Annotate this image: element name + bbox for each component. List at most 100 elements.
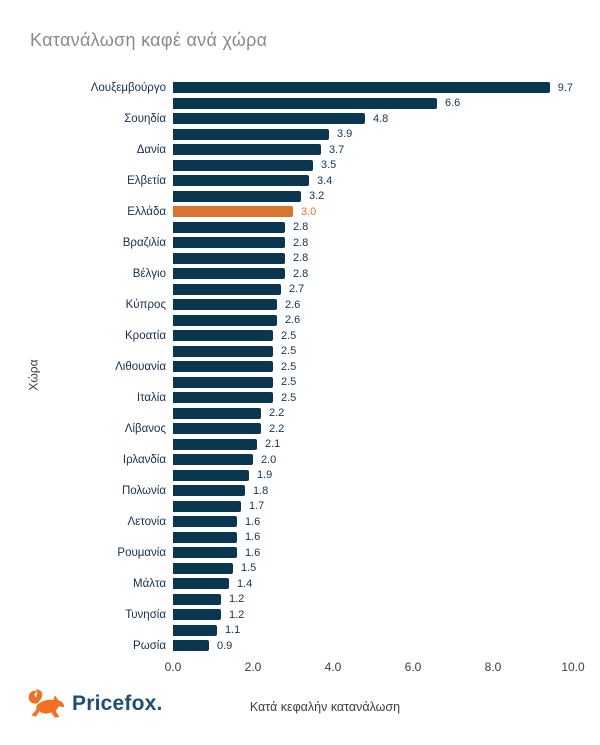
bar-zone: 2.1 [173, 438, 573, 450]
value-label: 2.8 [293, 252, 309, 265]
bar [173, 593, 221, 605]
country-label: Ελλάδα [127, 205, 166, 218]
bar-row: 2.6 [0, 313, 600, 329]
bar [173, 283, 281, 295]
bar-row: Λετονία 1.6 [0, 514, 600, 530]
bar-row: 3.9 [0, 127, 600, 143]
bar-row: Τυνησία 1.2 [0, 607, 600, 623]
bar-zone: 6.6 [173, 97, 573, 109]
bar [173, 640, 209, 652]
bar-zone: 3.2 [173, 190, 573, 202]
bar-row: Λιθουανία 2.5 [0, 359, 600, 375]
value-label: 4.8 [373, 112, 389, 125]
fox-icon [26, 688, 66, 720]
bar [173, 407, 261, 419]
value-label: 2.7 [289, 283, 305, 296]
bar-row: Λουξεμβούργο 9.7 [0, 80, 600, 96]
country-label: Σουηδία [124, 112, 166, 125]
country-label: Βέλγιο [132, 267, 166, 280]
bar [173, 438, 257, 450]
bar-row: 2.1 [0, 437, 600, 453]
value-label: 2.5 [281, 376, 297, 389]
value-label: 1.7 [249, 500, 265, 513]
bar-zone: 2.8 [173, 221, 573, 233]
bar-row: Ιταλία 2.5 [0, 390, 600, 406]
bar-row: Μάλτα 1.4 [0, 576, 600, 592]
bar-zone: 1.9 [173, 469, 573, 481]
value-label: 3.7 [329, 143, 345, 156]
bar [173, 128, 329, 140]
value-label: 2.6 [285, 298, 301, 311]
bar-row: Δανία 3.7 [0, 142, 600, 158]
value-label: 1.2 [229, 608, 245, 621]
bar [173, 113, 365, 125]
bar-row: 6.6 [0, 96, 600, 112]
value-label: 1.2 [229, 593, 245, 606]
chart-title: Κατανάλωση καφέ ανά χώρα [30, 30, 268, 50]
country-label: Τυνησία [125, 608, 166, 621]
country-label: Μάλτα [132, 577, 166, 590]
x-tick: 4.0 [324, 660, 342, 674]
bar [173, 469, 249, 481]
bar-zone: 1.1 [173, 624, 573, 636]
value-label: 3.5 [321, 159, 337, 172]
bar [173, 423, 261, 435]
country-label: Πολωνία [122, 484, 166, 497]
country-label: Ιταλία [136, 391, 166, 404]
value-label: 6.6 [445, 97, 461, 110]
bar-zone: 1.6 [173, 516, 573, 528]
bar-row: Ρουμανία 1.6 [0, 545, 600, 561]
bar-zone: 2.5 [173, 392, 573, 404]
value-label: 2.2 [269, 422, 285, 435]
value-label: 2.5 [281, 345, 297, 358]
bar [173, 485, 245, 497]
bar-row: 3.5 [0, 158, 600, 174]
value-label: 1.6 [245, 546, 261, 559]
bar-row: Ιρλανδία 2.0 [0, 452, 600, 468]
bar-zone: 1.5 [173, 562, 573, 574]
bar-zone: 3.7 [173, 144, 573, 156]
value-label: 1.8 [253, 484, 269, 497]
x-tick: 6.0 [404, 660, 422, 674]
bar-row: 2.7 [0, 282, 600, 298]
bar [173, 609, 221, 621]
x-tick: 8.0 [484, 660, 502, 674]
bar-row: 2.2 [0, 406, 600, 422]
bar-row: 2.5 [0, 375, 600, 391]
value-label: 1.5 [241, 562, 257, 575]
bar [173, 500, 241, 512]
bar [173, 578, 229, 590]
bar-row: 2.8 [0, 251, 600, 267]
bar-row: 2.5 [0, 344, 600, 360]
value-label: 2.6 [285, 314, 301, 327]
value-label: 1.4 [237, 577, 253, 590]
value-label: 3.4 [317, 174, 333, 187]
bar [173, 547, 237, 559]
bar-zone: 2.6 [173, 299, 573, 311]
value-label: 3.9 [337, 128, 353, 141]
country-label: Ρωσία [133, 639, 166, 652]
value-label: 2.1 [265, 438, 281, 451]
bar-zone: 2.0 [173, 454, 573, 466]
bar [173, 376, 273, 388]
value-label: 1.6 [245, 531, 261, 544]
bar [173, 82, 550, 94]
x-tick: 0.0 [164, 660, 182, 674]
bar-row: Βέλγιο 2.8 [0, 266, 600, 282]
bar-zone: 3.5 [173, 159, 573, 171]
value-label: 0.9 [217, 639, 233, 652]
value-label: 2.8 [293, 221, 309, 234]
bar-zone: 2.5 [173, 345, 573, 357]
bar-highlighted [173, 206, 293, 218]
x-axis-label: Κατά κεφαλήν κατανάλωση [249, 700, 401, 714]
bar-row: Ελβετία 3.4 [0, 173, 600, 189]
bar-zone: 0.9 [173, 640, 573, 652]
bar-row: Σουηδία 4.8 [0, 111, 600, 127]
bar [173, 314, 277, 326]
bar-row: 1.5 [0, 561, 600, 577]
bar-zone: 2.7 [173, 283, 573, 295]
bar-zone: 2.8 [173, 252, 573, 264]
bar [173, 175, 309, 187]
bar-zone: 1.2 [173, 609, 573, 621]
x-tick: 10.0 [561, 660, 585, 674]
